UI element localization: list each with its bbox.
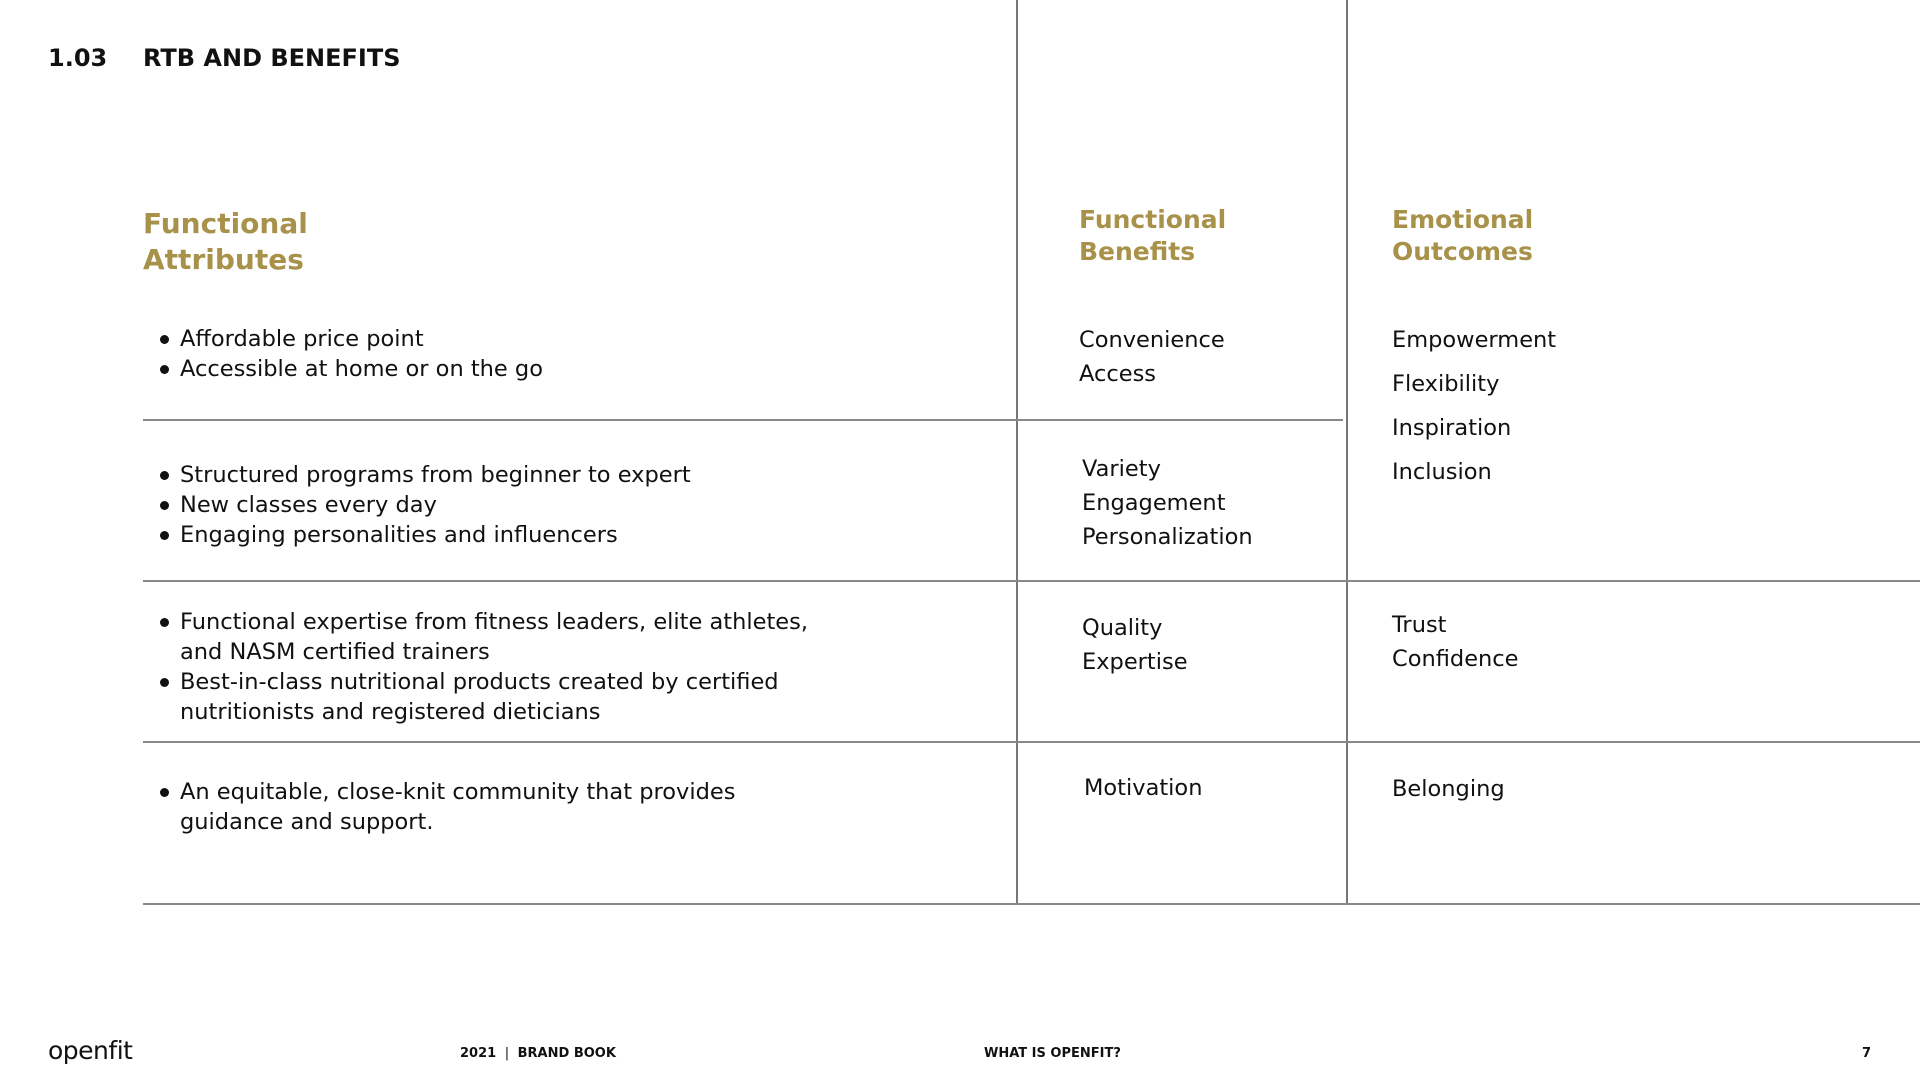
attribute-text: Functional expertise from fitness leader… (180, 609, 808, 635)
benefit: Access (1079, 361, 1157, 387)
page-number: 7 (1862, 1046, 1872, 1061)
row-divider (143, 903, 1920, 905)
benefit-list: Variety Engagement Personalization (1082, 452, 1253, 554)
benefit: Expertise (1082, 649, 1188, 675)
bullet-icon (160, 365, 169, 374)
outcome: Trust (1392, 612, 1447, 638)
benefit: Engagement (1082, 490, 1226, 516)
benefit-list: Motivation (1084, 771, 1202, 805)
list-item: Affordable price point (160, 324, 543, 354)
list-item: Engaging personalities and influencers (160, 520, 691, 550)
row-divider (143, 741, 1920, 743)
outcome: Inclusion (1392, 459, 1492, 485)
heading-line: Functional (143, 207, 308, 240)
attribute-list: Affordable price point Accessible at hom… (160, 324, 543, 384)
attribute-text: guidance and support. (180, 809, 434, 835)
column-heading-emotional-outcomes: Emotional Outcomes (1392, 204, 1533, 268)
column-heading-functional-benefits: Functional Benefits (1079, 204, 1226, 268)
footer-year: 2021 (460, 1046, 497, 1061)
benefit-list: Convenience Access (1079, 323, 1225, 391)
benefit: Motivation (1084, 775, 1203, 801)
column-heading-functional-attributes: Functional Attributes (143, 206, 308, 278)
attribute-text: Affordable price point (180, 326, 424, 352)
attribute-text: Accessible at home or on the go (180, 356, 543, 382)
outcome: Confidence (1392, 646, 1519, 672)
outcome: Inspiration (1392, 415, 1512, 441)
bullet-icon (160, 531, 169, 540)
attribute-text: New classes every day (180, 492, 437, 518)
row-divider (143, 419, 1343, 421)
footer-separator: | (504, 1046, 510, 1061)
bullet-icon (160, 788, 169, 797)
attribute-list: An equitable, close-knit community that … (160, 777, 735, 837)
column-divider (1346, 0, 1348, 905)
heading-line: Benefits (1079, 237, 1196, 266)
outcome: Empowerment (1392, 327, 1557, 353)
footer-book: 2021 | BRAND BOOK (460, 1046, 616, 1061)
heading-line: Outcomes (1392, 237, 1533, 266)
attribute-text: Engaging personalities and influencers (180, 522, 618, 548)
list-item: An equitable, close-knit community that … (160, 777, 735, 837)
bullet-icon (160, 618, 169, 627)
bullet-icon (160, 335, 169, 344)
bullet-icon (160, 501, 169, 510)
heading-line: Attributes (143, 243, 304, 276)
benefit: Personalization (1082, 524, 1253, 550)
list-item: Best-in-class nutritional products creat… (160, 667, 808, 727)
outcome: Belonging (1392, 776, 1505, 802)
bullet-icon (160, 678, 169, 687)
list-item: Functional expertise from fitness leader… (160, 607, 808, 667)
outcome-list: Empowerment Flexibility Inspiration Incl… (1392, 318, 1556, 494)
attribute-text: and NASM certified trainers (180, 639, 490, 665)
attribute-list: Functional expertise from fitness leader… (160, 607, 808, 727)
attribute-text: nutritionists and registered dieticians (180, 699, 601, 725)
outcome: Flexibility (1392, 371, 1500, 397)
page-title: RTB AND BENEFITS (143, 44, 401, 72)
outcome-list: Belonging (1392, 772, 1505, 806)
benefit: Quality (1082, 615, 1163, 641)
attribute-text: Structured programs from beginner to exp… (180, 462, 691, 488)
attribute-text: An equitable, close-knit community that … (180, 779, 736, 805)
list-item: Accessible at home or on the go (160, 354, 543, 384)
heading-line: Emotional (1392, 205, 1534, 234)
column-divider (1016, 0, 1018, 905)
heading-line: Functional (1079, 205, 1227, 234)
row-divider (143, 580, 1920, 582)
benefit: Convenience (1079, 327, 1225, 353)
list-item: Structured programs from beginner to exp… (160, 460, 691, 490)
bullet-icon (160, 471, 169, 480)
footer-book-title: BRAND BOOK (517, 1046, 616, 1061)
list-item: New classes every day (160, 490, 691, 520)
attribute-text: Best-in-class nutritional products creat… (180, 669, 779, 695)
outcome-list: Trust Confidence (1392, 608, 1519, 676)
openfit-logo: openfit (48, 1036, 133, 1065)
attribute-list: Structured programs from beginner to exp… (160, 460, 691, 550)
section-number: 1.03 (48, 44, 108, 72)
benefit: Variety (1082, 456, 1161, 482)
footer-section: WHAT IS OPENFIT? (984, 1046, 1121, 1061)
benefit-list: Quality Expertise (1082, 611, 1188, 679)
